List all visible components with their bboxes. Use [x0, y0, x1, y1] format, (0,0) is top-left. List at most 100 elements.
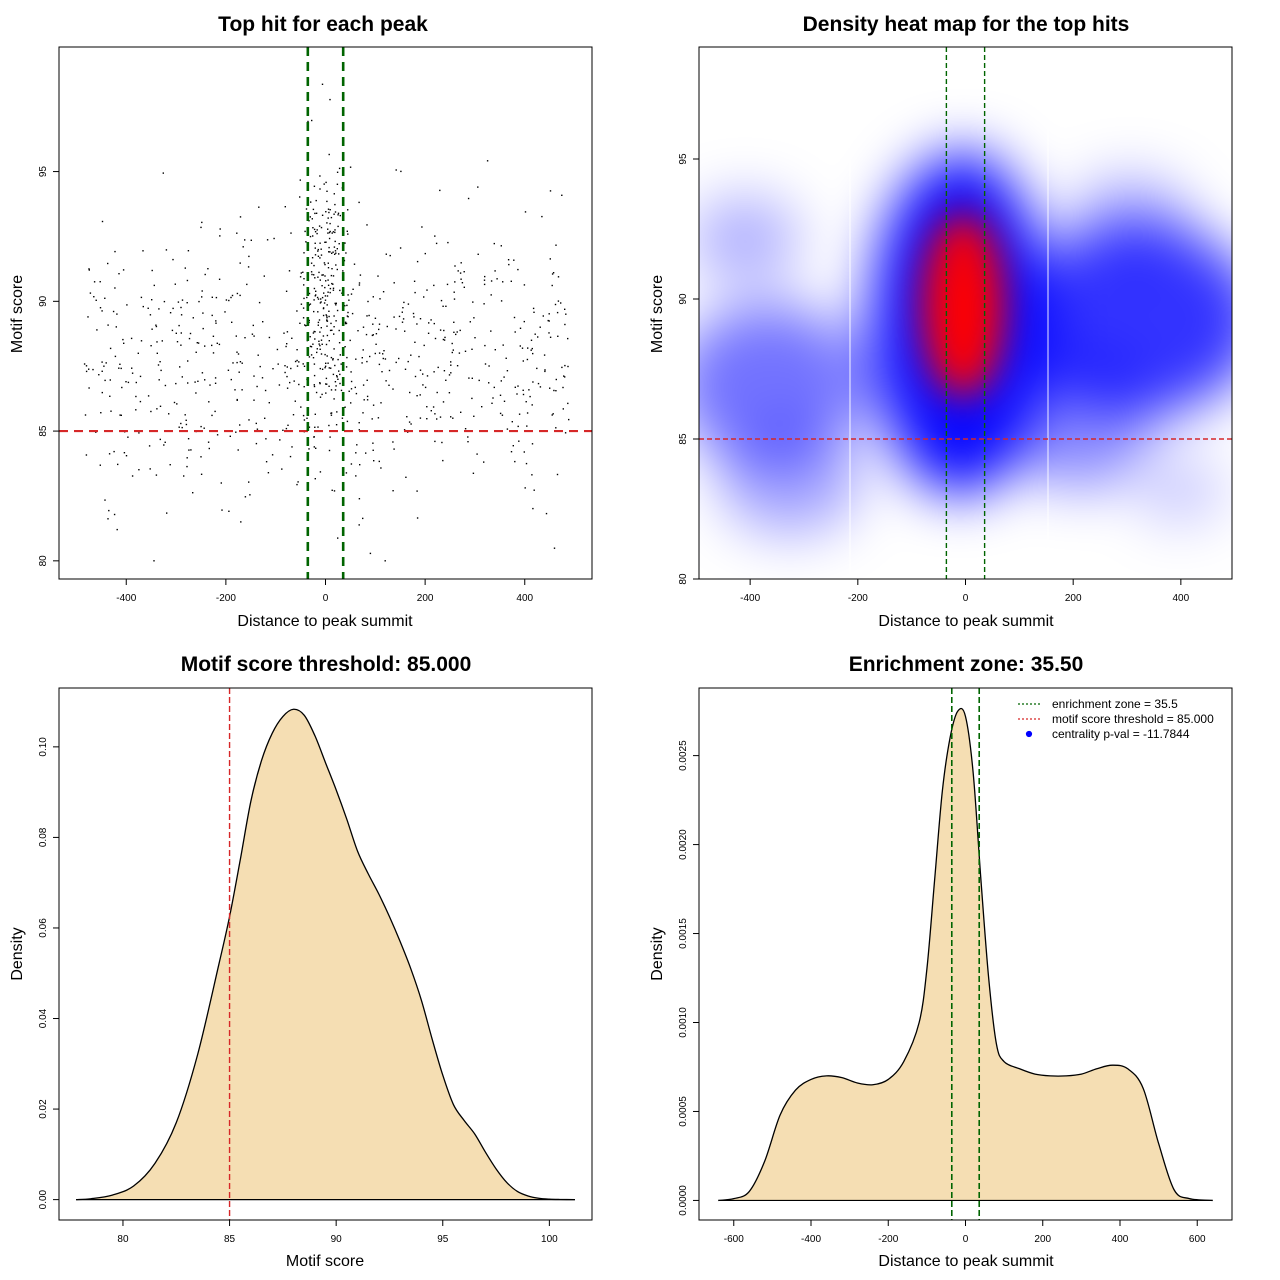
- scatter-point: [450, 361, 452, 363]
- scatter-point: [413, 280, 416, 282]
- scatter-point: [332, 373, 335, 376]
- scatter-point: [456, 365, 459, 367]
- scatter-point: [289, 455, 292, 458]
- scatter-point: [319, 367, 321, 370]
- scatter-point: [500, 300, 503, 302]
- scatter-point: [99, 464, 101, 466]
- scatter-point: [405, 476, 407, 478]
- scatter-point: [430, 410, 432, 412]
- scatter-point: [510, 280, 512, 282]
- scatter-point: [158, 308, 160, 310]
- scatter-point: [531, 474, 533, 476]
- score-density-y-label: Density: [9, 927, 26, 980]
- scatter-point: [263, 275, 265, 277]
- scatter-point: [151, 328, 153, 330]
- scatter-point: [443, 329, 445, 332]
- scatter-point: [318, 340, 320, 342]
- scatter-point: [236, 398, 238, 401]
- scatter-point: [344, 322, 347, 325]
- scatter-point: [204, 273, 206, 276]
- scatter-point: [105, 362, 107, 364]
- scatter-point: [382, 291, 385, 293]
- scatter-point: [451, 342, 453, 345]
- scatter-point: [561, 366, 563, 369]
- distance-density-x-axis: -600 -400 -200 0 200 400 600: [724, 1220, 1206, 1245]
- scatter-point: [150, 410, 152, 413]
- scatter-point: [488, 382, 490, 384]
- scatter-point: [114, 250, 116, 253]
- scatter-point: [346, 356, 348, 359]
- scatter-point: [304, 324, 306, 326]
- scatter-point: [267, 472, 270, 474]
- scatter-point: [519, 327, 522, 329]
- scatter-point: [208, 447, 210, 450]
- scatter-point: [517, 268, 519, 271]
- scatter-point: [525, 462, 528, 465]
- scatter-point: [354, 386, 356, 389]
- scatter-point: [325, 280, 327, 282]
- scatter-point: [375, 333, 378, 335]
- scatter-point: [187, 438, 190, 440]
- scatter-point: [122, 269, 125, 271]
- scatter-point: [490, 280, 493, 282]
- scatter-point: [439, 329, 442, 331]
- scatter-point: [194, 381, 196, 383]
- scatter-point: [382, 357, 384, 360]
- scatter-point: [201, 296, 203, 298]
- scatter-y-label: Motif score: [9, 275, 26, 353]
- scatter-point: [200, 473, 203, 475]
- scatter-point: [259, 365, 261, 368]
- scatter-point: [351, 312, 354, 315]
- scatter-point: [350, 388, 353, 390]
- scatter-point: [303, 419, 306, 421]
- scatter-point: [328, 315, 330, 318]
- scatter-point: [499, 394, 502, 396]
- scatter-point: [325, 383, 327, 385]
- scatter-point: [419, 394, 421, 396]
- scatter-point: [330, 389, 333, 391]
- scatter-point: [334, 203, 336, 206]
- scatter-point: [341, 417, 344, 419]
- scatter-point: [131, 475, 134, 477]
- scatter-point: [308, 426, 311, 428]
- scatter-point: [184, 414, 186, 416]
- scatter-point: [318, 319, 321, 321]
- scatter-point: [548, 332, 550, 334]
- scatter-point: [196, 342, 198, 344]
- scatter-point: [453, 321, 455, 323]
- scatter-point: [334, 364, 336, 367]
- scatter-point: [332, 359, 334, 361]
- score-density-curve: [76, 708, 575, 1201]
- scatter-point: [180, 332, 182, 334]
- scatter-point: [388, 384, 390, 386]
- scatter-point: [330, 414, 333, 416]
- scatter-point: [422, 373, 424, 375]
- scatter-point: [490, 294, 492, 296]
- scatter-point: [537, 336, 539, 338]
- scatter-point: [271, 454, 274, 456]
- scatter-point: [318, 271, 320, 274]
- scatter-point: [500, 380, 502, 382]
- scatter-point: [201, 372, 204, 374]
- scatter-point: [359, 464, 361, 466]
- scatter-point: [262, 321, 264, 323]
- scatter-point: [332, 289, 335, 291]
- scatter-point: [283, 332, 285, 334]
- scatter-point: [346, 230, 348, 232]
- scatter-point: [471, 397, 473, 400]
- scatter-point: [103, 365, 105, 367]
- panel-score-density: Motif score threshold: 85.000 80 85 90 95 10…: [9, 653, 593, 1270]
- scatter-point: [472, 301, 474, 303]
- scatter-point: [314, 231, 317, 233]
- scatter-point: [471, 348, 473, 350]
- scatter-point: [228, 299, 230, 302]
- scatter-point: [109, 395, 111, 397]
- scatter-point: [87, 316, 89, 318]
- scatter-point: [313, 384, 315, 386]
- scatter-point: [308, 356, 311, 358]
- scatter-point: [334, 229, 336, 231]
- scatter-point: [252, 324, 254, 327]
- scatter-point: [328, 367, 330, 369]
- scatter-point: [303, 278, 305, 280]
- scatter-point: [296, 310, 298, 312]
